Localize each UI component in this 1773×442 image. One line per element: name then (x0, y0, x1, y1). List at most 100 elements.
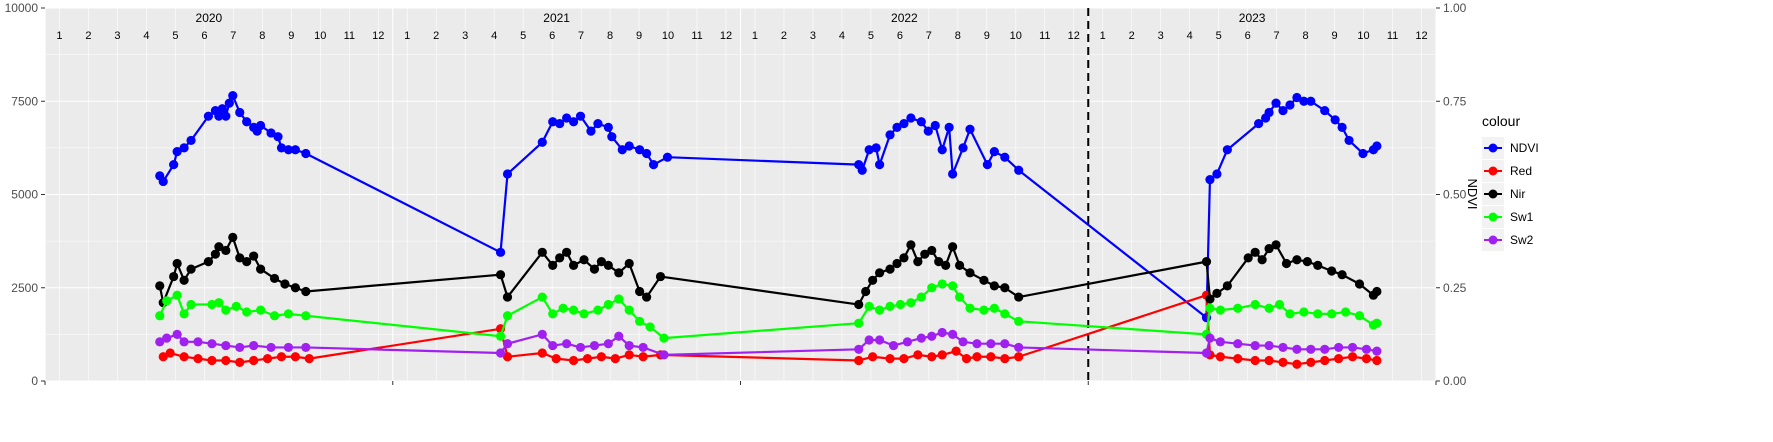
month-label: 12 (372, 30, 384, 42)
point-nir (301, 286, 311, 297)
month-label: 5 (868, 30, 874, 42)
point-sw1 (242, 307, 252, 317)
point-sw2 (1233, 339, 1243, 349)
point-red (913, 350, 923, 360)
left-axis: 0 2500 5000 7500 10000 (5, 1, 45, 388)
month-label: 8 (259, 30, 265, 42)
month-label: 10 (662, 30, 674, 42)
series-nir (155, 232, 1382, 310)
right-axis-title: NDVI (1465, 178, 1480, 209)
point-nir (854, 299, 864, 310)
point-red (854, 355, 864, 366)
point-nir (1292, 255, 1302, 265)
point-ndvi (586, 126, 596, 136)
point-red (1264, 355, 1274, 366)
month-label: 11 (344, 30, 355, 42)
point-sw2 (1347, 342, 1358, 353)
point-nir (1281, 258, 1292, 269)
point-nir (954, 260, 965, 270)
point-sw1 (989, 303, 999, 313)
point-sw2 (575, 342, 586, 353)
point-ndvi (1372, 141, 1382, 151)
left-tick-label: 7500 (11, 94, 38, 108)
point-ndvi (179, 143, 189, 153)
point-red (276, 352, 287, 362)
point-sw2 (193, 337, 203, 347)
point-nir (1271, 240, 1281, 250)
point-sw2 (948, 329, 958, 339)
point-nir (906, 240, 916, 250)
month-label: 2 (781, 30, 787, 42)
month-label: 7 (926, 30, 932, 42)
point-sw2 (249, 340, 259, 351)
point-nir (642, 292, 652, 302)
point-sw1 (269, 311, 280, 321)
point-red (1278, 357, 1288, 367)
point-nir (989, 281, 999, 291)
point-nir (169, 271, 179, 282)
point-ndvi (502, 169, 513, 179)
point-sw2 (1014, 342, 1024, 353)
point-sw2 (854, 344, 864, 354)
point-ndvi (624, 141, 634, 151)
point-ndvi (555, 119, 565, 129)
point-ndvi (273, 132, 283, 142)
month-label: 1 (404, 30, 410, 42)
point-ndvi (899, 119, 909, 129)
point-ndvi (635, 145, 645, 155)
point-nir (885, 264, 895, 274)
point-sw2 (589, 340, 600, 351)
point-sw1 (231, 301, 241, 311)
legend-item-red: Red (1482, 160, 1532, 182)
point-sw2 (1292, 344, 1302, 354)
point-sw1 (537, 292, 547, 302)
point-sw1 (186, 299, 196, 310)
legend-key-point (1488, 166, 1498, 176)
point-red (165, 348, 175, 358)
point-ndvi (1254, 119, 1264, 129)
legend-label: NDVI (1510, 141, 1539, 155)
month-label: 1 (752, 30, 758, 42)
point-sw2 (875, 335, 885, 345)
point-sw2 (266, 342, 276, 353)
point-red (1215, 352, 1225, 362)
point-sw1 (207, 299, 217, 310)
point-nir (875, 268, 885, 278)
point-red (885, 354, 895, 364)
left-tick-label: 5000 (11, 188, 38, 202)
point-ndvi (864, 145, 874, 155)
point-red (582, 354, 593, 364)
point-sw1 (1354, 311, 1365, 321)
point-nir (1264, 243, 1274, 254)
point-nir (562, 247, 572, 257)
point-sw2 (972, 339, 982, 349)
legend-label: Nir (1510, 187, 1525, 201)
point-sw1 (548, 309, 558, 319)
series-sw2 (155, 327, 1382, 360)
point-ndvi (1358, 148, 1368, 159)
legend-label: Sw1 (1510, 210, 1534, 224)
point-sw1 (965, 303, 975, 313)
point-ndvi (1278, 105, 1288, 116)
series-line-sw2 (159, 331, 1378, 356)
month-label: 4 (1187, 30, 1193, 42)
point-sw1 (495, 331, 506, 341)
point-ndvi (575, 111, 586, 121)
point-sw2 (179, 337, 189, 347)
year-labels: 2020 2021 2022 2023 (196, 11, 1266, 25)
point-ndvi (276, 143, 287, 153)
point-sw1 (1327, 309, 1337, 319)
point-nir (979, 275, 989, 285)
point-ndvi (1000, 152, 1010, 162)
point-nir (603, 260, 613, 270)
point-red (610, 354, 620, 364)
month-label: 11 (691, 30, 702, 42)
year-label: 2023 (1239, 11, 1266, 25)
month-label: 6 (549, 30, 555, 42)
point-sw1 (568, 305, 579, 315)
point-nir (1354, 279, 1365, 289)
point-nir (210, 249, 220, 259)
point-nir (1201, 257, 1212, 267)
legend-label: Sw2 (1510, 233, 1534, 247)
